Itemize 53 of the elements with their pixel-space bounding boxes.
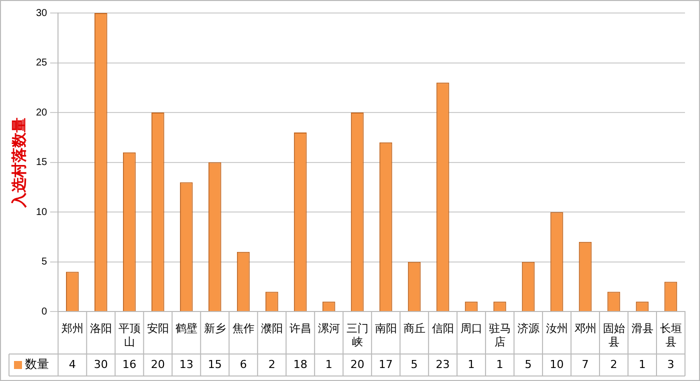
x-tick-label: 滑县 [631, 323, 654, 336]
x-tick-label: 焦作 [232, 323, 254, 336]
data-label: 17 [378, 358, 393, 371]
y-tick-label: 30 [36, 8, 48, 19]
data-label: 5 [524, 358, 532, 371]
data-label: 16 [122, 358, 136, 371]
data-label: 18 [293, 358, 308, 371]
x-tick-label: 驻马店 [488, 322, 511, 348]
data-label: 5 [410, 358, 418, 371]
data-label: 7 [582, 358, 589, 371]
data-label: 2 [268, 358, 276, 371]
data-label: 10 [550, 358, 564, 371]
data-label: 20 [350, 358, 364, 371]
x-tick-label: 商丘 [403, 322, 426, 336]
data-label: 1 [468, 358, 475, 371]
data-label: 15 [208, 358, 222, 371]
x-tick-label: 新乡 [204, 322, 226, 336]
data-label: 30 [94, 358, 108, 371]
x-tick-label: 南阳 [374, 322, 397, 336]
data-label: 1 [496, 358, 504, 371]
data-label: 6 [240, 358, 247, 371]
x-tick-label: 信阳 [432, 323, 454, 336]
data-label: 1 [325, 358, 332, 371]
y-tick-label: 0 [42, 306, 48, 318]
x-tick-label: 濮阳 [260, 323, 283, 336]
y-axis-title: 入选村落数量 [10, 117, 28, 208]
x-tick-label: 济源 [517, 322, 540, 336]
x-tick-label: 三门峡 [346, 322, 368, 348]
y-tick-label: 20 [36, 107, 48, 118]
legend-label: 数量 [25, 357, 49, 372]
data-label: 3 [667, 358, 674, 371]
data-label: 1 [638, 358, 646, 371]
x-tick-label: 漯河 [318, 323, 340, 336]
x-tick-label: 长垣县 [660, 322, 682, 348]
data-label: 2 [610, 358, 618, 371]
x-tick-label: 周口 [460, 323, 482, 336]
x-tick-label: 邓州 [574, 322, 596, 336]
x-tick-label: 洛阳 [90, 323, 112, 336]
data-label: 4 [68, 358, 76, 371]
x-tick-label: 鹤壁 [175, 322, 198, 336]
y-tick-label: 10 [36, 206, 48, 218]
y-tick-label: 25 [36, 58, 48, 69]
x-tick-label: 平顶山 [118, 323, 140, 348]
data-label: 20 [150, 358, 165, 371]
data-label: 13 [179, 358, 194, 371]
x-tick-label: 安阳 [146, 322, 169, 336]
x-tick-label: 汝州 [546, 322, 568, 336]
y-tick-label: 15 [36, 157, 48, 168]
y-tick-label: 5 [42, 256, 48, 268]
x-tick-label: 郑州 [61, 322, 84, 336]
data-label: 23 [436, 358, 450, 371]
x-tick-label: 固始县 [602, 323, 625, 348]
x-tick-label: 许昌 [289, 323, 312, 336]
